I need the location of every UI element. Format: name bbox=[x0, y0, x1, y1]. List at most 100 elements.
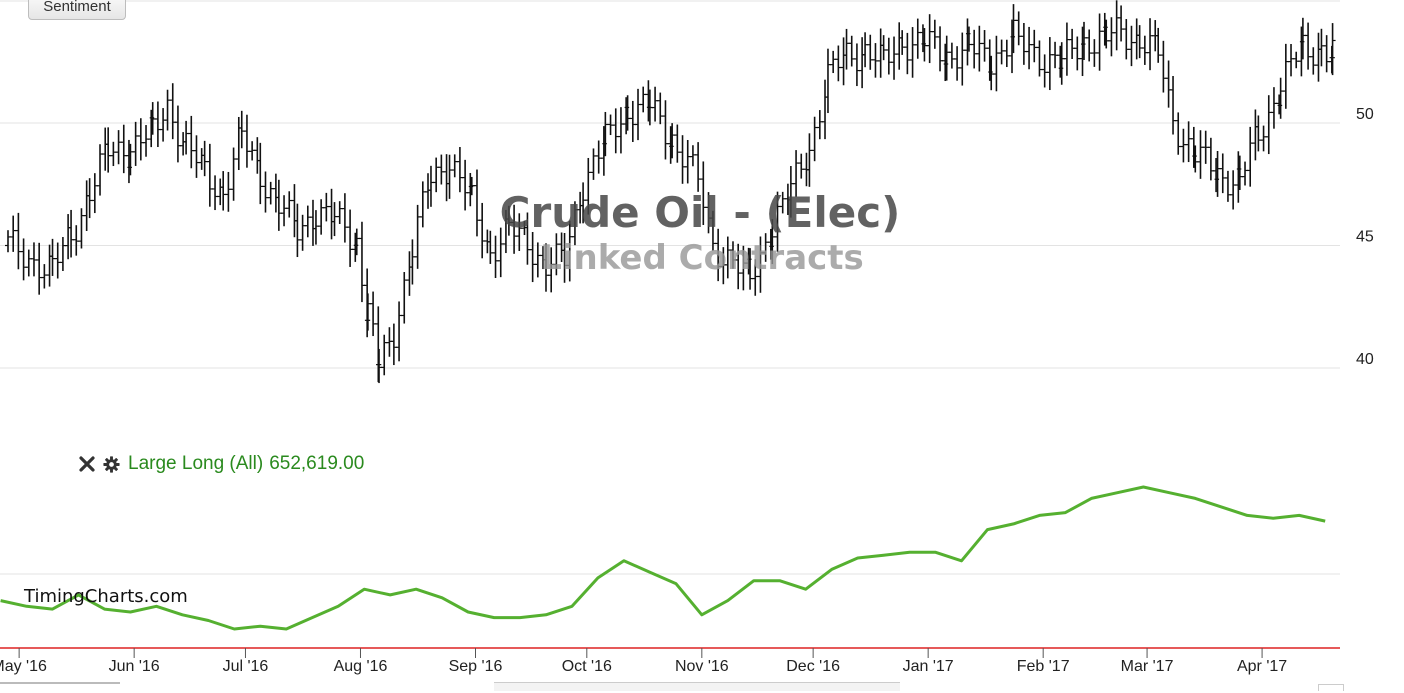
price-bar bbox=[904, 32, 911, 75]
price-bar bbox=[456, 147, 463, 193]
price-bar bbox=[1046, 37, 1053, 91]
price-bar bbox=[843, 28, 850, 70]
y-tick-label: 40 bbox=[1356, 351, 1374, 368]
price-bar bbox=[1255, 115, 1262, 152]
price-bar bbox=[872, 43, 879, 78]
gear-icon[interactable] bbox=[102, 455, 120, 473]
price-bar bbox=[370, 291, 377, 337]
price-bar bbox=[840, 37, 847, 86]
y-tick-label: 45 bbox=[1356, 229, 1374, 246]
price-bar bbox=[1197, 130, 1204, 179]
price-bar bbox=[891, 36, 898, 80]
price-bar bbox=[164, 89, 171, 131]
price-bar bbox=[652, 86, 659, 122]
navigator-strip[interactable] bbox=[494, 682, 900, 691]
price-bar bbox=[115, 130, 122, 165]
price-bar bbox=[954, 46, 961, 81]
site-label: TimingCharts.com bbox=[24, 586, 188, 607]
price-bar bbox=[1020, 22, 1027, 65]
price-bar bbox=[689, 145, 696, 167]
price-bar bbox=[132, 121, 139, 166]
price-bar bbox=[174, 105, 181, 163]
x-tick-label: Jan '17 bbox=[903, 658, 954, 675]
price-bar bbox=[201, 140, 208, 177]
price-bar bbox=[1091, 39, 1098, 67]
price-bar bbox=[235, 116, 242, 171]
price-bar bbox=[1123, 19, 1130, 60]
price-bar bbox=[1052, 41, 1059, 69]
price-bar bbox=[1165, 60, 1172, 108]
price-bar bbox=[612, 108, 619, 154]
price-bar bbox=[193, 135, 200, 178]
price-bar bbox=[859, 37, 866, 89]
price-bar bbox=[1113, 0, 1120, 51]
price-bar bbox=[1180, 128, 1187, 163]
watermark-title: Crude Oil - (Elec) bbox=[499, 188, 901, 237]
price-bar bbox=[249, 141, 256, 161]
price-bar bbox=[451, 154, 458, 178]
price-bar bbox=[390, 323, 397, 366]
price-bar bbox=[438, 154, 445, 185]
price-y-axis: 40 45 50 bbox=[1356, 106, 1374, 368]
price-bar bbox=[959, 32, 966, 86]
y-tick-label: 50 bbox=[1356, 106, 1374, 123]
price-bar bbox=[137, 118, 144, 161]
price-bar bbox=[798, 153, 805, 179]
price-bar bbox=[806, 133, 813, 187]
sentiment-button[interactable]: Sentiment bbox=[28, 0, 126, 20]
x-tick-label: Jul '16 bbox=[223, 658, 269, 675]
price-bar bbox=[1270, 87, 1277, 129]
price-bar bbox=[816, 110, 823, 140]
price-bar bbox=[143, 125, 150, 157]
price-bar bbox=[937, 26, 944, 72]
price-bar bbox=[926, 14, 933, 64]
price-bar bbox=[238, 110, 245, 149]
price-bar bbox=[1288, 44, 1295, 77]
price-bar bbox=[909, 27, 916, 78]
price-bar bbox=[885, 37, 892, 75]
price-bar bbox=[1293, 51, 1300, 69]
price-bar bbox=[1026, 26, 1033, 70]
price-bar bbox=[976, 25, 983, 72]
price-bar bbox=[1242, 161, 1249, 186]
scrollbar-left[interactable] bbox=[0, 682, 120, 690]
x-tick-label: Dec '16 bbox=[786, 658, 840, 675]
price-bar bbox=[877, 28, 884, 78]
indicator-name: Large Long (All) bbox=[128, 453, 264, 474]
price-bar bbox=[386, 327, 393, 357]
price-bar bbox=[1260, 125, 1267, 152]
x-tick-label: Aug '16 bbox=[334, 658, 388, 675]
x-tick-label: Jun '16 bbox=[109, 658, 160, 675]
price-bar bbox=[1003, 39, 1010, 68]
price-bar bbox=[635, 88, 642, 141]
price-bar bbox=[1318, 28, 1325, 67]
x-tick-label: Oct '16 bbox=[562, 658, 612, 675]
price-bar bbox=[617, 107, 624, 154]
price-bar bbox=[105, 127, 112, 173]
price-bar bbox=[1074, 36, 1081, 71]
price-bar bbox=[640, 86, 647, 113]
price-bar bbox=[867, 34, 874, 70]
price-bar bbox=[835, 45, 842, 82]
price-bar bbox=[1147, 18, 1154, 71]
price-bar bbox=[674, 124, 681, 163]
price-bar bbox=[364, 293, 371, 331]
price-bar bbox=[254, 137, 261, 174]
price-bar bbox=[1118, 5, 1125, 42]
price-bar bbox=[1323, 35, 1330, 73]
price-bar bbox=[1041, 54, 1048, 88]
close-icon[interactable] bbox=[78, 455, 96, 473]
indicator-header: Large Long (All) 652,619.00 bbox=[78, 452, 364, 476]
price-bar bbox=[590, 148, 597, 180]
indicator-value: 652,619.00 bbox=[269, 453, 365, 474]
price-bar bbox=[1063, 22, 1070, 76]
price-bar bbox=[684, 140, 691, 184]
price-bar bbox=[160, 108, 167, 142]
x-tick-label: Sep '16 bbox=[449, 658, 503, 675]
indicator-line bbox=[0, 485, 1326, 631]
price-bar bbox=[198, 148, 205, 170]
x-tick-label: Nov '16 bbox=[675, 658, 729, 675]
x-tick-label: Apr '17 bbox=[1237, 658, 1287, 675]
price-bar bbox=[824, 48, 831, 114]
